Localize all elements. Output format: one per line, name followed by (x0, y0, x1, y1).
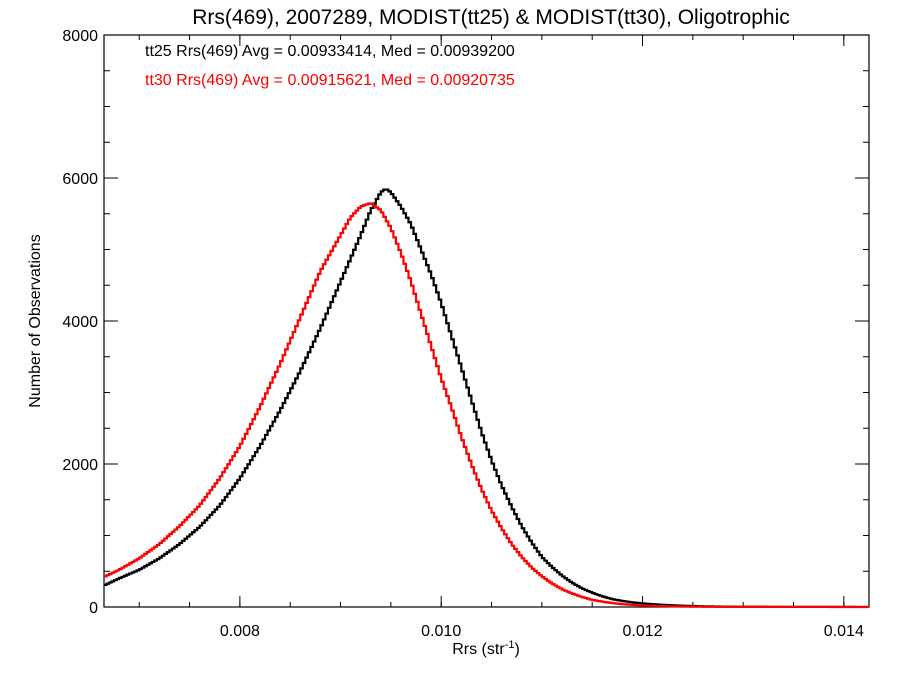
legend-entry-tt30: tt30 Rrs(469) Avg = 0.00915621, Med = 0.… (145, 72, 515, 89)
series-lines (104, 188, 869, 609)
axis-tick-labels: 0.008 0.010 0.012 0.014 0 2000 4000 6000 8000 (62, 28, 864, 640)
y-tick-label: 6000 (62, 171, 98, 188)
x-tick-label: 0.012 (622, 623, 662, 640)
x-axis-label-main: Rrs (str (452, 641, 505, 658)
y-axis-label: Number of Observations (27, 234, 44, 407)
x-tick-label: 0.008 (220, 623, 260, 640)
x-tick-label: 0.014 (824, 623, 864, 640)
legend: tt25 Rrs(469) Avg = 0.00933414, Med = 0.… (145, 43, 515, 89)
y-tick-label: 2000 (62, 457, 98, 474)
y-tick-label: 4000 (62, 314, 98, 331)
plot-frame (103, 34, 870, 608)
series-line-tt25 (104, 188, 869, 609)
x-axis-label: Rrs (str-1) (452, 639, 520, 658)
y-tick-label: 8000 (62, 28, 98, 45)
x-axis-label-close: ) (514, 641, 519, 658)
series-line-tt30 (104, 202, 869, 609)
legend-entry-tt25: tt25 Rrs(469) Avg = 0.00933414, Med = 0.… (145, 43, 515, 60)
axis-ticks (104, 34, 869, 608)
chart-title: Rrs(469), 2007289, MODIST(tt25) & MODIST… (192, 6, 790, 29)
x-axis-label-exponent: -1 (505, 639, 515, 651)
x-tick-label: 0.010 (421, 623, 461, 640)
y-tick-label: 0 (89, 600, 98, 617)
